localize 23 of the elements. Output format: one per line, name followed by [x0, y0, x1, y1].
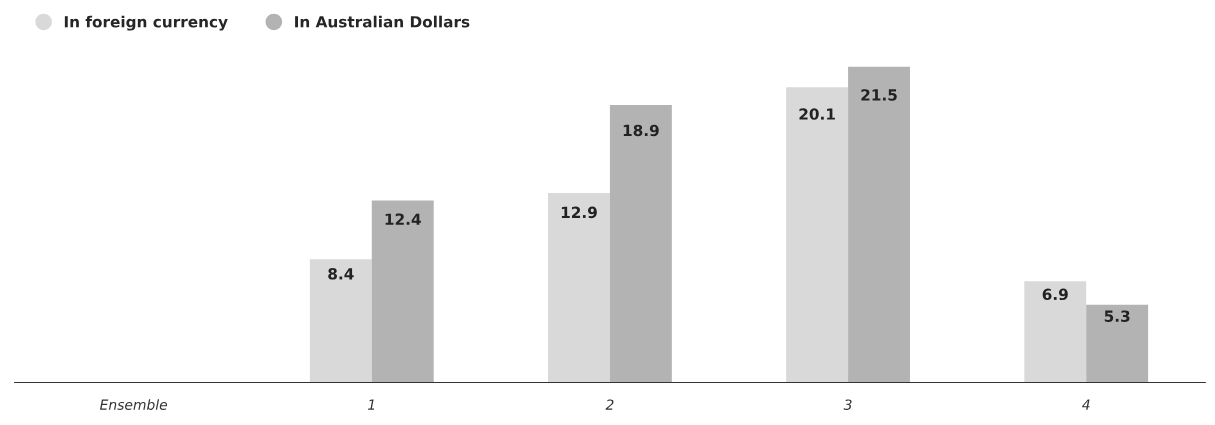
legend-label: In Australian Dollars: [295, 15, 470, 28]
data-label: 18.9: [623, 124, 659, 137]
data-label: 5.3: [1104, 310, 1130, 322]
data-label: 12.9: [561, 206, 597, 219]
bar: [848, 66, 910, 383]
data-label: 20.1: [799, 108, 835, 120]
bar: [1086, 304, 1149, 383]
data-label: 21.5: [861, 89, 897, 101]
x-tick-label: 4: [1082, 399, 1090, 410]
data-label: 12.4: [385, 213, 421, 225]
x-tick-label: 3: [843, 399, 852, 410]
legend-label: In foreign currency: [64, 15, 228, 31]
x-tick-label: 2: [605, 399, 614, 410]
x-tick-label: 1: [368, 399, 375, 410]
bar: [548, 193, 610, 383]
data-label: 8.4: [328, 268, 354, 280]
bar: [1024, 281, 1087, 383]
bar: [609, 104, 672, 383]
bar: [786, 87, 849, 383]
x-tick-label: Ensemble: [99, 399, 168, 410]
bar: [309, 259, 372, 383]
bar: [371, 200, 434, 383]
data-label: 6.9: [1042, 288, 1068, 301]
